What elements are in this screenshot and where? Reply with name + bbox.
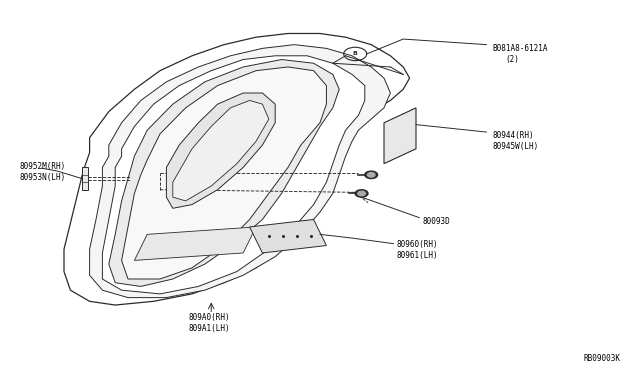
Polygon shape — [250, 219, 326, 253]
Text: 809A1(LH): 809A1(LH) — [189, 324, 230, 333]
Text: 80961(LH): 80961(LH) — [397, 251, 438, 260]
Circle shape — [365, 171, 378, 179]
Polygon shape — [64, 33, 410, 305]
Polygon shape — [102, 56, 365, 294]
Polygon shape — [82, 167, 88, 190]
Polygon shape — [173, 100, 269, 201]
Text: B: B — [353, 51, 358, 57]
Text: 80093D: 80093D — [422, 217, 450, 226]
Polygon shape — [122, 67, 326, 279]
Circle shape — [355, 190, 368, 197]
Text: 80944(RH): 80944(RH) — [493, 131, 534, 140]
Text: 80960(RH): 80960(RH) — [397, 240, 438, 249]
Text: 80952M(RH): 80952M(RH) — [19, 162, 65, 171]
Text: (2): (2) — [506, 55, 520, 64]
Circle shape — [358, 191, 365, 196]
Text: 809A0(RH): 809A0(RH) — [189, 313, 230, 322]
Text: B081A8-6121A: B081A8-6121A — [493, 44, 548, 53]
Polygon shape — [134, 227, 256, 260]
Text: RB09003K: RB09003K — [584, 355, 621, 363]
Text: 80953N(LH): 80953N(LH) — [19, 173, 65, 182]
Polygon shape — [384, 108, 416, 164]
Polygon shape — [109, 60, 339, 286]
Polygon shape — [166, 93, 275, 208]
Circle shape — [367, 173, 375, 177]
Text: 80945W(LH): 80945W(LH) — [493, 142, 539, 151]
Polygon shape — [90, 45, 390, 298]
